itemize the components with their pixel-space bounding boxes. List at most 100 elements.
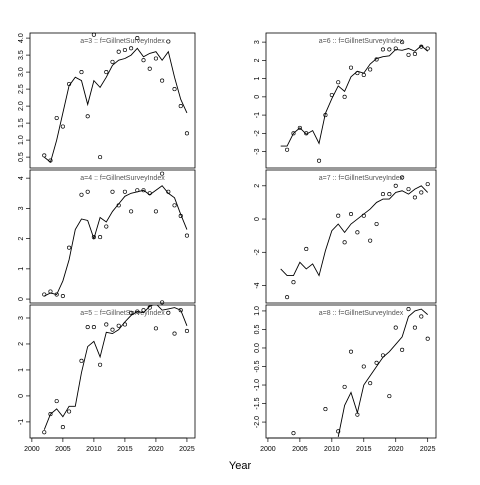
observed-point [406,307,411,312]
observed-point [323,113,328,118]
observed-point [110,327,115,332]
observed-point [153,209,158,214]
observed-point [374,221,379,227]
observed-point [178,213,183,218]
observed-point [336,80,341,85]
fitted-line [337,308,428,437]
y-tick-label: 3.5 [18,50,25,60]
y-tick-label: -1.0 [254,379,261,391]
observed-point [348,212,354,217]
observed-point [419,44,424,49]
y-tick-label: 2.5 [18,84,25,94]
y-tick-label: 3 [254,40,261,44]
observed-point [348,349,354,354]
observed-point [48,412,53,417]
observed-point [412,325,417,330]
observed-point [316,158,322,163]
observed-point [116,323,121,328]
observed-point [141,308,146,313]
observed-point [67,81,72,87]
observed-point [336,429,341,434]
observed-point [178,104,183,109]
observed-point [374,360,379,365]
observed-point [122,189,127,194]
observed-point [67,409,72,414]
observed-point [361,72,366,78]
y-tick-label: 1.0 [254,306,261,316]
observed-point [184,131,189,136]
x-tick-label: 2000 [260,446,276,453]
y-tick-label: 0.5 [18,152,25,162]
observed-point [425,336,430,341]
observed-point [135,36,140,41]
y-tick-label: -4 [254,282,261,288]
y-tick-label: 2 [18,237,25,241]
observed-point [160,78,165,83]
observed-point [79,358,84,363]
y-tick-label: 2 [18,342,25,346]
observed-point [116,49,121,54]
observed-point [297,125,302,130]
y-tick-label: 0 [18,394,25,398]
fitted-line [280,185,429,277]
observed-point [91,32,96,37]
observed-point [419,314,424,319]
observed-point [60,293,65,299]
observed-point [141,188,146,193]
x-tick-label: 2000 [24,446,40,453]
observed-point [104,70,109,75]
y-tick-label: 4.0 [18,33,25,43]
observed-point [380,353,386,358]
panel-frame [29,304,196,439]
observed-point [104,224,109,229]
observed-point [147,305,152,310]
panel-frame [265,32,437,169]
observed-point [184,233,189,238]
observed-point [166,39,171,44]
observed-point [110,59,115,64]
fitted-line [43,305,188,430]
observed-point [85,325,90,330]
observed-point [42,153,47,158]
observed-point [368,238,373,243]
observed-point [60,425,65,430]
observed-point [141,58,146,63]
observed-point [147,191,152,196]
observed-point [400,175,405,180]
panel: a=6 :: f=GillnetSurveyIndex-3 -2 -1 0 1 2 3 [254,32,437,169]
y-tick-label: 0 [254,217,261,221]
y-tick-label: -2.0 [254,416,261,428]
observed-point [48,158,53,163]
panel-frame [265,169,437,304]
observed-point [387,47,392,52]
y-tick-label: -1 [18,419,25,425]
panel-title: a=6 :: f=GillnetSurveyIndex [319,38,404,45]
observed-point [91,325,96,330]
observed-point [291,131,296,136]
y-tick-label: 1.0 [18,135,25,145]
observed-point [135,309,140,314]
observed-point [412,51,417,57]
observed-point [323,407,328,412]
observed-point [285,295,290,300]
observed-point [104,322,109,327]
observed-point [172,331,177,336]
observed-point [285,147,290,152]
y-tick-label: -0.5 [254,360,261,372]
observed-point [98,362,103,367]
panel-title: a=8 :: f=GillnetSurveyIndex [319,310,404,317]
x-tick-label: 2020 [148,446,164,453]
y-tick-label: 0.5 [254,324,261,334]
observed-point [393,325,398,330]
y-tick-label: 0 [18,297,25,301]
x-tick-label: 2005 [292,446,308,453]
panel-frame [29,169,196,304]
panel-title: a=4 :: f=GillnetSurveyIndex [80,175,165,182]
panel-frame [265,304,437,439]
observed-point [42,430,47,435]
y-tick-label: 4 [18,176,25,180]
